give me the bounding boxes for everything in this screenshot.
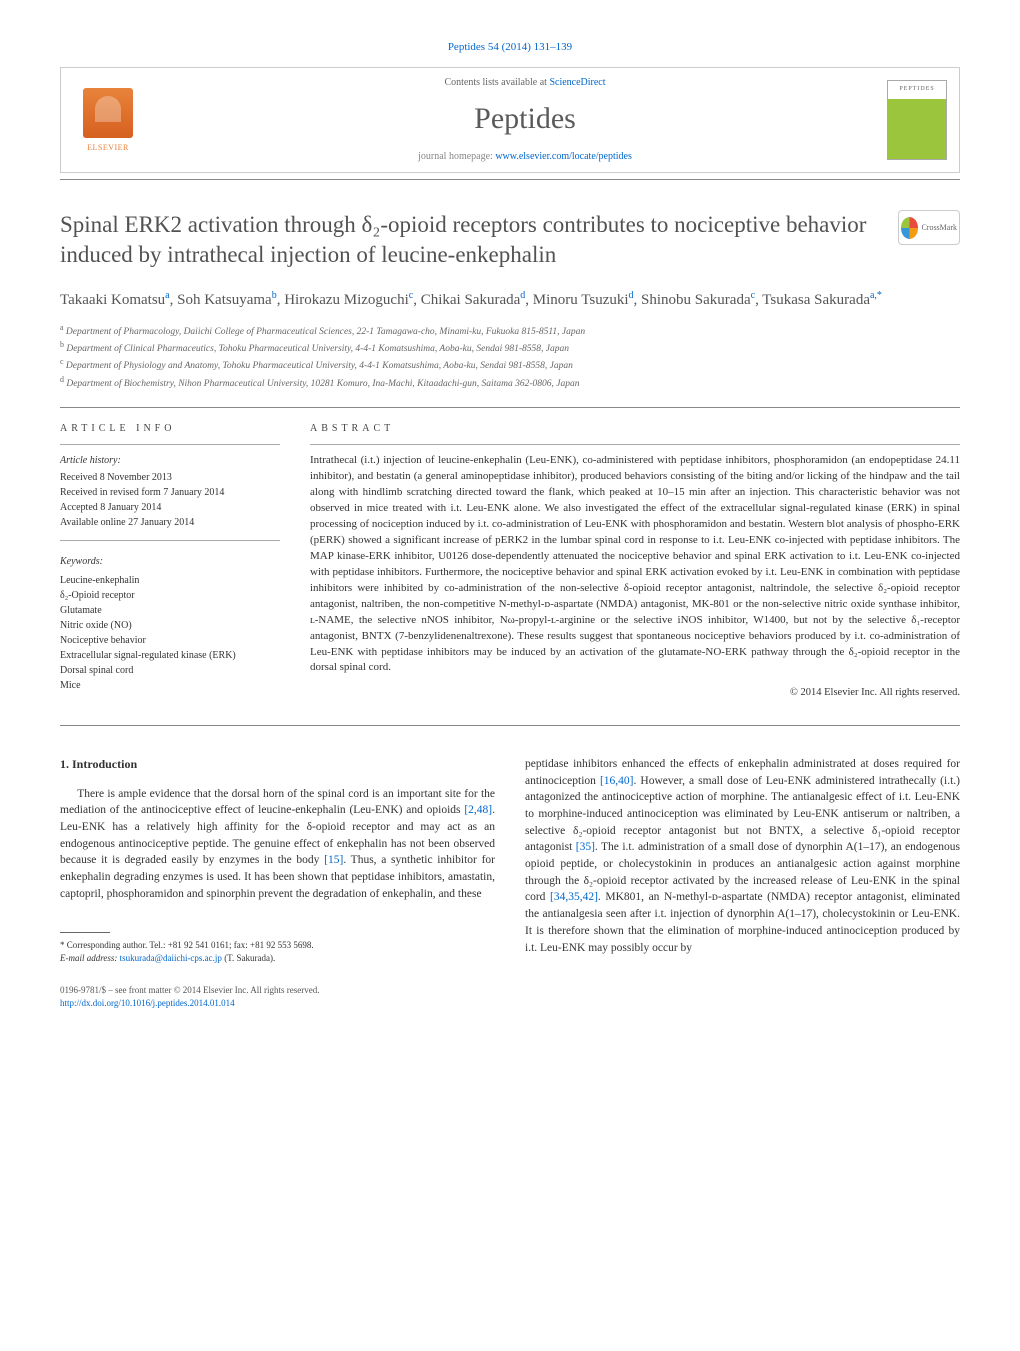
abstract-column: ABSTRACT Intrathecal (i.t.) injection of… (310, 422, 960, 701)
journal-header-box: ELSEVIER Contents lists available at Sci… (60, 67, 960, 173)
abstract-bottom-divider (60, 725, 960, 726)
contents-prefix: Contents lists available at (444, 77, 549, 88)
issn-copyright: 0196-9781/$ – see front matter © 2014 El… (60, 984, 495, 997)
crossmark-icon (901, 217, 918, 239)
info-divider (60, 444, 280, 445)
history-label: Article history: (60, 453, 280, 468)
journal-name: Peptides (163, 98, 887, 140)
crossmark-label: CrossMark (921, 222, 957, 233)
homepage-line: journal homepage: www.elsevier.com/locat… (163, 150, 887, 164)
page-footer: 0196-9781/$ – see front matter © 2014 El… (60, 984, 495, 1009)
intro-heading: 1. Introduction (60, 756, 495, 773)
intro-paragraph-2: peptidase inhibitors enhanced the effect… (525, 756, 960, 956)
corr-tel-fax: * Corresponding author. Tel.: +81 92 541… (60, 939, 495, 952)
doi-link[interactable]: http://dx.doi.org/10.1016/j.peptides.201… (60, 998, 235, 1008)
authors-list: Takaaki Komatsua, Soh Katsuyamab, Hiroka… (60, 288, 960, 312)
article-info-heading: ARTICLE INFO (60, 422, 280, 436)
elsevier-logo: ELSEVIER (73, 83, 143, 158)
body-two-column: 1. Introduction There is ample evidence … (60, 756, 960, 1009)
corr-email-link[interactable]: tsukurada@daiichi-cps.ac.jp (120, 953, 222, 963)
keywords-label: Keywords: (60, 555, 280, 569)
history-accepted: Accepted 8 January 2014 (60, 500, 280, 515)
keywords-list: Leucine-enkephalinδ₂-Opioid receptorGlut… (60, 573, 280, 693)
abstract-heading: ABSTRACT (310, 422, 960, 436)
affiliations-list: a Department of Pharmacology, Daiichi Co… (60, 322, 960, 392)
history-online: Available online 27 January 2014 (60, 515, 280, 530)
contents-available-line: Contents lists available at ScienceDirec… (163, 76, 887, 90)
homepage-prefix: journal homepage: (418, 151, 495, 162)
abstract-divider (310, 444, 960, 445)
elsevier-tree-icon (83, 88, 133, 138)
body-column-right: peptidase inhibitors enhanced the effect… (525, 756, 960, 1009)
sciencedirect-link[interactable]: ScienceDirect (549, 77, 605, 88)
publisher-name: ELSEVIER (87, 142, 129, 153)
corresponding-author-footnote: * Corresponding author. Tel.: +81 92 541… (60, 939, 495, 964)
corr-email-suffix: (T. Sakurada). (222, 953, 275, 963)
article-info-sidebar: ARTICLE INFO Article history: Received 8… (60, 422, 280, 701)
body-column-left: 1. Introduction There is ample evidence … (60, 756, 495, 1009)
email-label: E-mail address: (60, 953, 120, 963)
history-received: Received 8 November 2013 (60, 470, 280, 485)
history-revised: Received in revised form 7 January 2014 (60, 485, 280, 500)
crossmark-badge[interactable]: CrossMark (898, 210, 960, 245)
header-divider (60, 179, 960, 180)
copyright-line: © 2014 Elsevier Inc. All rights reserved… (310, 686, 960, 701)
abstract-text: Intrathecal (i.t.) injection of leucine-… (310, 453, 960, 676)
footnote-separator (60, 932, 110, 933)
intro-paragraph-1: There is ample evidence that the dorsal … (60, 786, 495, 903)
title-divider (60, 407, 960, 408)
cover-title: PEPTIDES (888, 81, 946, 99)
citation-line: Peptides 54 (2014) 131–139 (60, 40, 960, 55)
journal-homepage-link[interactable]: www.elsevier.com/locate/peptides (495, 151, 632, 162)
article-title: Spinal ERK2 activation through δ₂-opioid… (60, 210, 960, 270)
journal-cover-thumbnail: PEPTIDES (887, 80, 947, 160)
